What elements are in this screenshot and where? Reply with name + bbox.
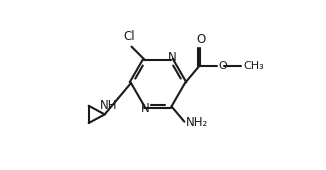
Text: N: N	[168, 51, 177, 64]
Text: O: O	[218, 61, 227, 71]
Text: N: N	[141, 102, 150, 115]
Text: NH₂: NH₂	[186, 116, 209, 129]
Text: NH: NH	[100, 99, 117, 112]
Text: O: O	[197, 33, 206, 46]
Text: CH₃: CH₃	[243, 61, 264, 71]
Text: Cl: Cl	[124, 30, 135, 43]
